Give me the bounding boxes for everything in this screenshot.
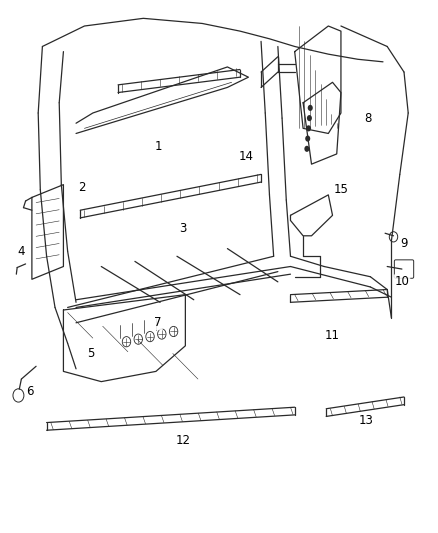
Text: 12: 12 <box>176 434 191 447</box>
Circle shape <box>306 125 311 132</box>
Text: 6: 6 <box>26 385 34 398</box>
Text: 5: 5 <box>87 347 95 360</box>
Text: 7: 7 <box>154 316 162 329</box>
Text: 4: 4 <box>18 245 25 257</box>
Text: 14: 14 <box>239 150 254 163</box>
Text: 11: 11 <box>325 329 340 342</box>
Circle shape <box>304 146 309 152</box>
Text: 15: 15 <box>333 183 348 196</box>
Circle shape <box>307 115 312 121</box>
Text: 13: 13 <box>359 414 374 426</box>
Text: 2: 2 <box>78 181 86 193</box>
Text: 9: 9 <box>400 237 408 250</box>
FancyBboxPatch shape <box>394 260 413 278</box>
Text: 8: 8 <box>364 111 372 125</box>
Circle shape <box>308 105 313 111</box>
Text: 1: 1 <box>154 140 162 153</box>
Circle shape <box>305 135 310 142</box>
Text: 3: 3 <box>180 222 187 235</box>
Text: 10: 10 <box>395 276 410 288</box>
